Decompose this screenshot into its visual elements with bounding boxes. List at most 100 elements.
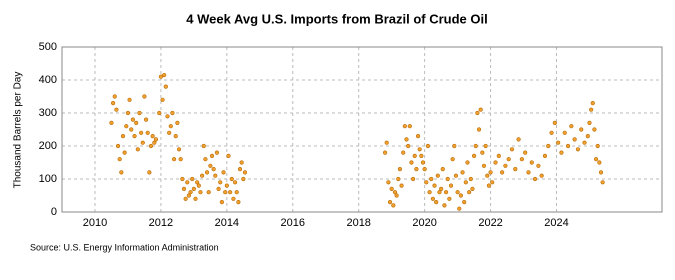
- x-tick-label: 2020: [412, 217, 436, 229]
- point: [176, 147, 182, 152]
- point: [175, 120, 180, 125]
- point: [130, 117, 135, 122]
- point: [228, 190, 233, 195]
- point: [432, 183, 437, 188]
- point: [122, 150, 127, 155]
- point: [392, 190, 398, 195]
- point: [442, 203, 447, 208]
- x-tick-label: 2014: [215, 217, 239, 229]
- point: [191, 186, 196, 191]
- point: [208, 163, 213, 168]
- point: [387, 200, 393, 205]
- y-tick-label: 400: [39, 74, 57, 86]
- point: [562, 130, 567, 135]
- point: [506, 157, 511, 162]
- point: [465, 160, 470, 165]
- y-tick-label: 300: [39, 107, 57, 119]
- point: [242, 170, 248, 175]
- point: [382, 150, 388, 155]
- point: [231, 196, 236, 201]
- point: [234, 190, 239, 195]
- point: [419, 153, 424, 158]
- point: [452, 143, 457, 149]
- point: [226, 153, 231, 158]
- point: [579, 127, 584, 132]
- point: [221, 170, 226, 175]
- point: [434, 200, 439, 205]
- point: [448, 183, 454, 188]
- point: [109, 120, 114, 125]
- point: [462, 200, 467, 205]
- y-tick-label: 500: [39, 41, 57, 53]
- point: [457, 206, 462, 211]
- chart-title: 4 Week Avg U.S. Imports from Brazil of C…: [186, 11, 487, 26]
- point: [473, 143, 478, 149]
- point: [445, 176, 450, 182]
- point: [513, 167, 518, 172]
- point: [447, 196, 452, 201]
- point: [183, 196, 188, 201]
- point: [112, 94, 117, 99]
- point: [162, 72, 167, 78]
- point: [468, 176, 473, 182]
- point: [435, 173, 440, 178]
- point: [203, 157, 208, 162]
- x-tick-label: 2010: [83, 217, 107, 229]
- point: [157, 110, 162, 116]
- point: [145, 130, 150, 135]
- point: [483, 143, 488, 149]
- point: [422, 167, 427, 172]
- point: [163, 84, 168, 89]
- point: [391, 203, 396, 208]
- point: [401, 150, 406, 155]
- point: [211, 167, 216, 172]
- point: [195, 180, 200, 185]
- point: [406, 143, 411, 149]
- point: [386, 180, 391, 185]
- point: [409, 160, 414, 165]
- point: [556, 140, 561, 145]
- y-tick-label: 0: [51, 206, 57, 218]
- point: [404, 137, 409, 142]
- point: [218, 180, 223, 185]
- point: [478, 107, 483, 112]
- point: [232, 180, 238, 185]
- point: [214, 150, 220, 155]
- point: [565, 143, 571, 149]
- point: [193, 196, 198, 201]
- point: [458, 193, 464, 198]
- point: [198, 190, 203, 195]
- point: [389, 186, 394, 191]
- point: [196, 183, 201, 188]
- point: [516, 137, 521, 142]
- point: [124, 124, 129, 129]
- point: [410, 176, 416, 182]
- point: [170, 110, 175, 116]
- point: [430, 196, 435, 201]
- point: [414, 167, 419, 172]
- point: [443, 190, 449, 195]
- point: [460, 170, 465, 175]
- point: [407, 124, 412, 129]
- point: [117, 157, 122, 162]
- point: [412, 153, 417, 158]
- point: [455, 190, 460, 195]
- point: [440, 167, 445, 172]
- point: [127, 97, 132, 102]
- point: [152, 140, 157, 145]
- point: [429, 176, 434, 182]
- point: [542, 153, 548, 158]
- point: [585, 134, 590, 139]
- x-tick-label: 2012: [149, 217, 173, 229]
- point: [496, 153, 501, 158]
- y-tick-label: 200: [39, 140, 57, 152]
- point: [549, 130, 554, 135]
- point: [572, 137, 577, 142]
- point: [181, 186, 187, 191]
- point: [158, 74, 164, 79]
- point: [526, 170, 531, 175]
- y-axis-label: Thousand Barrels per Day: [13, 72, 24, 189]
- point: [110, 100, 116, 106]
- point: [160, 97, 165, 102]
